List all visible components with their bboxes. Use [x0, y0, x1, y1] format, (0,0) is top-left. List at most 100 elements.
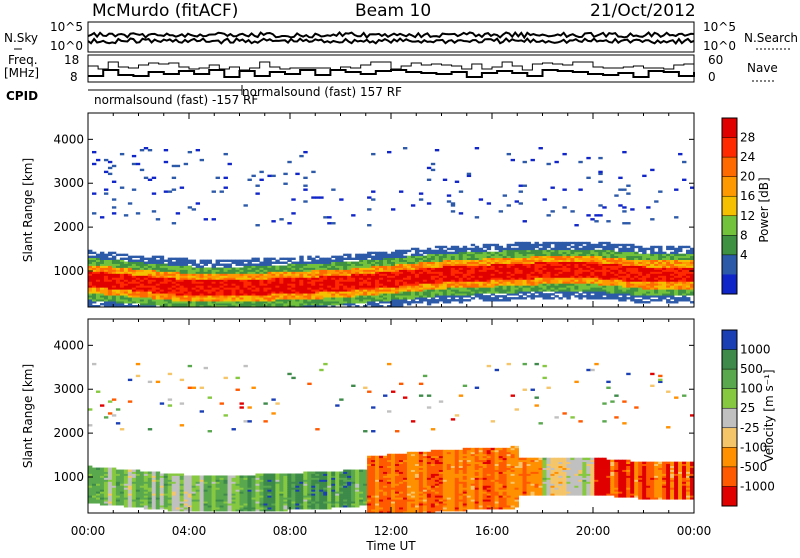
velocity-cell — [227, 503, 232, 506]
power-cell — [315, 263, 320, 266]
power-cell — [406, 249, 412, 253]
power-cell — [642, 279, 647, 282]
power-cell — [566, 253, 571, 257]
power-cell — [430, 301, 436, 304]
power-cell — [211, 267, 216, 270]
power-cell — [279, 261, 284, 264]
power-cell — [554, 281, 559, 284]
velocity-cell — [95, 489, 101, 492]
power-cell — [570, 249, 575, 253]
velocity-cell — [195, 499, 201, 502]
power-cell — [542, 275, 547, 278]
power-cell — [618, 279, 623, 282]
velocity-cell — [95, 485, 101, 488]
power-cell — [514, 259, 519, 262]
power-cell — [638, 257, 643, 260]
velocity-cell — [247, 493, 252, 496]
power-cell — [414, 279, 420, 282]
power-cell — [410, 277, 416, 280]
velocity-cell — [159, 477, 165, 480]
power-cell — [622, 281, 627, 284]
power-cell — [602, 277, 607, 280]
power-cell — [223, 152, 228, 156]
power-cell — [355, 283, 360, 286]
velocity-cell — [207, 495, 212, 498]
power-cell — [426, 281, 432, 284]
power-cell — [339, 265, 344, 268]
power-cell — [99, 259, 105, 262]
power-cell — [482, 265, 488, 268]
power-cell — [363, 267, 368, 270]
velocity-cell — [227, 497, 232, 500]
power-cell — [275, 303, 280, 306]
power-cell — [171, 222, 177, 225]
power-cell — [195, 295, 201, 298]
power-cell — [211, 281, 216, 284]
power-cell — [327, 283, 332, 286]
power-cell — [398, 249, 404, 253]
velocity-cell — [163, 477, 169, 480]
power-cell — [510, 287, 515, 290]
power-cell — [343, 291, 348, 294]
velocity-cell — [143, 503, 149, 506]
power-cell — [546, 257, 551, 260]
velocity-cell — [88, 491, 93, 494]
power-cell — [215, 301, 220, 304]
power-cell — [119, 273, 125, 276]
power-cell — [379, 275, 384, 278]
power-cell — [223, 293, 228, 296]
power-cell — [335, 293, 340, 296]
power-cell — [662, 291, 667, 294]
power-cell — [430, 249, 436, 253]
power-cell — [622, 289, 627, 292]
power-cell — [518, 289, 523, 292]
power-cell — [331, 259, 336, 262]
power-cell — [135, 271, 141, 274]
power-cell — [658, 257, 663, 260]
power-cell — [562, 291, 567, 294]
velocity-cell — [251, 481, 256, 484]
power-cell — [375, 287, 380, 290]
power-cell — [227, 269, 232, 272]
power-cell — [410, 283, 416, 286]
power-cell — [462, 275, 468, 278]
power-cell — [155, 255, 161, 259]
power-cell — [143, 271, 149, 274]
power-cell — [291, 283, 296, 286]
power-cell — [586, 289, 591, 292]
power-cell — [422, 299, 428, 302]
power-cell — [347, 297, 352, 300]
power-cell — [327, 263, 332, 266]
power-cell — [498, 249, 504, 253]
velocity-cell — [91, 493, 97, 496]
power-cell — [410, 295, 416, 298]
power-cell — [538, 147, 543, 150]
velocity-cell — [255, 503, 260, 506]
power-cell — [191, 287, 197, 290]
power-cell — [335, 291, 340, 294]
power-cell — [590, 247, 595, 251]
power-cell — [139, 287, 145, 290]
power-cell — [682, 293, 687, 296]
velocity-cell — [103, 489, 109, 492]
power-cell — [307, 257, 312, 260]
power-cell — [151, 192, 157, 195]
power-cell — [227, 305, 232, 308]
power-cell — [398, 275, 404, 278]
power-cell — [598, 297, 603, 300]
power-cell — [630, 283, 635, 286]
velocity-cell — [115, 483, 121, 486]
power-cell — [167, 297, 173, 300]
power-cell — [474, 247, 480, 251]
velocity-cell — [247, 505, 252, 508]
power-cell — [586, 279, 591, 282]
power-cell — [199, 265, 205, 268]
power-cell — [546, 214, 551, 217]
power-cell — [526, 243, 531, 247]
power-cell — [191, 293, 197, 296]
power-cell — [103, 263, 109, 266]
velocity-cell — [115, 489, 121, 492]
power-cell — [295, 261, 300, 264]
power-cell — [263, 267, 268, 270]
power-cell — [486, 283, 492, 286]
